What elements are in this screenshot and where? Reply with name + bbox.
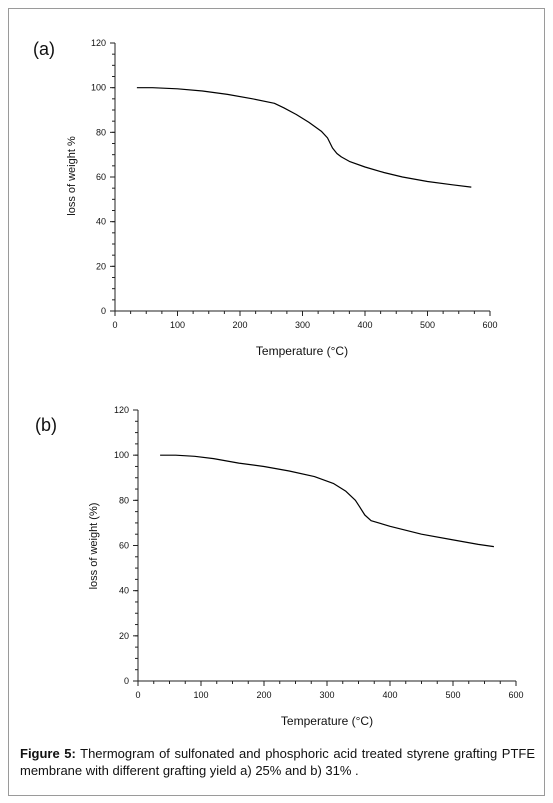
y-tick-label: 60 xyxy=(96,172,106,182)
x-tick-label: 100 xyxy=(170,320,185,330)
chart-panel-b: (b) 0 20 40 60 80 100 120 0 100 200 300 400 500 600 T… xyxy=(35,405,524,728)
x-tick-label: 600 xyxy=(508,690,523,700)
caption-label: Figure 5: xyxy=(20,746,76,761)
x-axis-label: Temperature (°C) xyxy=(281,714,373,728)
x-tick-label: 500 xyxy=(420,320,435,330)
chart-panel-a: (a) 0 20 40 60 80 100 120 0 100 200 300 400 500 600 T… xyxy=(33,38,498,358)
y-axis-label: loss of weight (%) xyxy=(88,503,100,590)
x-tick-label: 500 xyxy=(445,690,460,700)
y-tick-label: 120 xyxy=(91,38,106,48)
x-tick-label: 300 xyxy=(319,690,334,700)
y-tick-label: 60 xyxy=(119,541,129,551)
y-tick-label: 20 xyxy=(119,631,129,641)
x-tick-label: 300 xyxy=(295,320,310,330)
x-tick-label: 400 xyxy=(382,690,397,700)
x-tick-label: 0 xyxy=(112,320,117,330)
y-tick-label: 40 xyxy=(96,217,106,227)
x-tick-label: 200 xyxy=(232,320,247,330)
y-tick-label: 100 xyxy=(91,83,106,93)
panel-label: (a) xyxy=(33,39,55,59)
x-tick-label: 100 xyxy=(193,690,208,700)
figure-frame xyxy=(8,8,545,796)
y-axis-label: loss of weight % xyxy=(66,136,78,216)
x-axis-label: Temperature (°C) xyxy=(256,344,348,358)
y-tick-label: 0 xyxy=(124,676,129,686)
x-tick-label: 400 xyxy=(357,320,372,330)
x-tick-label: 0 xyxy=(135,690,140,700)
y-tick-label: 20 xyxy=(96,261,106,271)
y-tick-label: 40 xyxy=(119,586,129,596)
y-tick-label: 120 xyxy=(114,405,129,415)
y-tick-label: 80 xyxy=(119,495,129,505)
panel-label: (b) xyxy=(35,415,57,435)
x-tick-label: 200 xyxy=(256,690,271,700)
caption-text: Thermogram of sulfonated and phosphoric … xyxy=(20,746,535,778)
x-tick-label: 600 xyxy=(482,320,497,330)
y-tick-label: 80 xyxy=(96,127,106,137)
series-line xyxy=(136,87,472,188)
series-line xyxy=(160,454,494,548)
y-tick-label: 100 xyxy=(114,450,129,460)
figure-caption: Figure 5: Thermogram of sulfonated and p… xyxy=(20,745,535,779)
y-tick-label: 0 xyxy=(101,306,106,316)
